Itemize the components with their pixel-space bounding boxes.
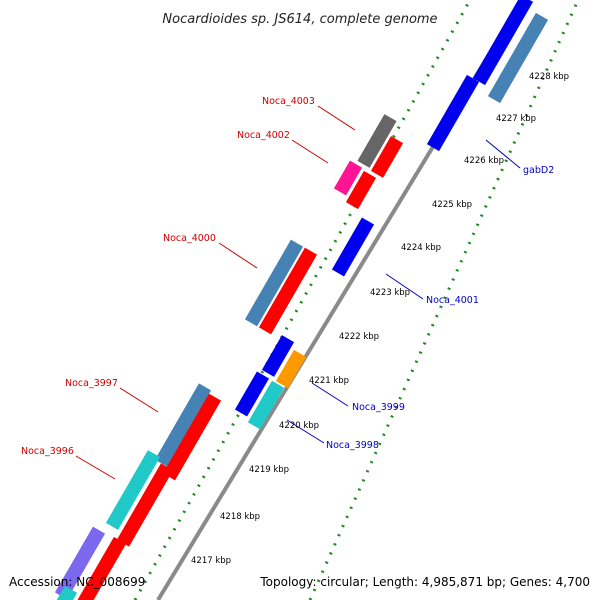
kbp-label: 4227 kbp — [496, 114, 536, 124]
gene-noca-3996-cyan[interactable] — [105, 450, 161, 530]
kbp-label: 4221 kbp — [309, 376, 349, 386]
kbp-label: 4217 kbp — [191, 556, 231, 566]
kbp-label: 4219 kbp — [249, 465, 289, 475]
gene-label-noca-4000[interactable]: Noca_4000 — [163, 233, 216, 244]
gene-noca-4001[interactable] — [331, 217, 375, 277]
gene-noca-3999-orange[interactable] — [275, 349, 307, 389]
gene-noca-4000-steelblue[interactable] — [244, 239, 304, 327]
gene-noca-3997-steelblue[interactable] — [154, 383, 212, 467]
topology-text: Topology: circular; Length: 4,985,871 bp… — [259, 575, 590, 589]
gene-noca-3997-red[interactable] — [162, 393, 222, 481]
gene-purple[interactable] — [54, 526, 106, 600]
gene-noca-3998-blue[interactable] — [234, 371, 270, 417]
gene-label-noca-4002[interactable]: Noca_4002 — [237, 130, 290, 141]
gene-label-noca-3997[interactable]: Noca_3997 — [65, 378, 118, 389]
gene-blue-top[interactable] — [472, 0, 534, 86]
gene-noca-3998-cyan[interactable] — [247, 380, 285, 430]
gene-noca-3999-blue[interactable] — [261, 335, 295, 377]
kbp-labels: 4217 kbp 4218 kbp 4219 kbp 4220 kbp 4221… — [191, 72, 569, 566]
leader-lines-left — [75, 105, 356, 480]
gene-row-right — [234, 0, 549, 430]
gene-label-noca-4001[interactable]: Noca_4001 — [426, 295, 479, 306]
gene-noca-4002-magenta[interactable] — [333, 160, 363, 196]
gene-noca-4002-red-lower[interactable] — [345, 170, 377, 210]
kbp-label: 4226 kbp — [464, 156, 504, 166]
gene-label-noca-4003[interactable]: Noca_4003 — [262, 96, 315, 107]
gene-noca-4000-red[interactable] — [258, 247, 318, 335]
kbp-label: 4220 kbp — [279, 421, 319, 431]
gene-red-bottom[interactable] — [73, 536, 127, 600]
gene-label-noca-3996[interactable]: Noca_3996 — [21, 446, 74, 457]
tick-track-outer — [133, 0, 472, 600]
kbp-label: 4222 kbp — [339, 332, 379, 342]
kbp-label: 4224 kbp — [401, 243, 441, 253]
kbp-label: 4225 kbp — [432, 200, 472, 210]
map-title: Nocardioides sp. JS614, complete genome — [162, 12, 437, 27]
gene-steelblue-top[interactable] — [487, 12, 549, 104]
kbp-label: 4223 kbp — [370, 288, 410, 298]
gene-labels-right: gabD2 Noca_4001 Noca_3999 Noca_3998 — [326, 165, 554, 451]
kbp-label: 4228 kbp — [529, 72, 569, 82]
gene-gabd2[interactable] — [426, 74, 480, 152]
gene-row-left — [54, 114, 404, 600]
gene-label-noca-3998[interactable]: Noca_3998 — [326, 440, 379, 451]
kbp-label: 4218 kbp — [220, 512, 260, 522]
gene-label-gabd2[interactable]: gabD2 — [523, 165, 554, 176]
leader-lines-right — [286, 139, 521, 444]
gene-cyan-bottom[interactable] — [54, 585, 78, 600]
gene-label-noca-3999[interactable]: Noca_3999 — [352, 402, 405, 413]
gene-noca-4003-gray[interactable] — [357, 114, 397, 168]
gene-noca-3996-red[interactable] — [116, 463, 174, 547]
gene-noca-4002-red-upper[interactable] — [370, 136, 404, 178]
gene-labels-left: Noca_4003 Noca_4002 Noca_4000 Noca_3997 … — [21, 96, 315, 457]
accession-text: Accession: NC_008699 — [9, 575, 145, 589]
